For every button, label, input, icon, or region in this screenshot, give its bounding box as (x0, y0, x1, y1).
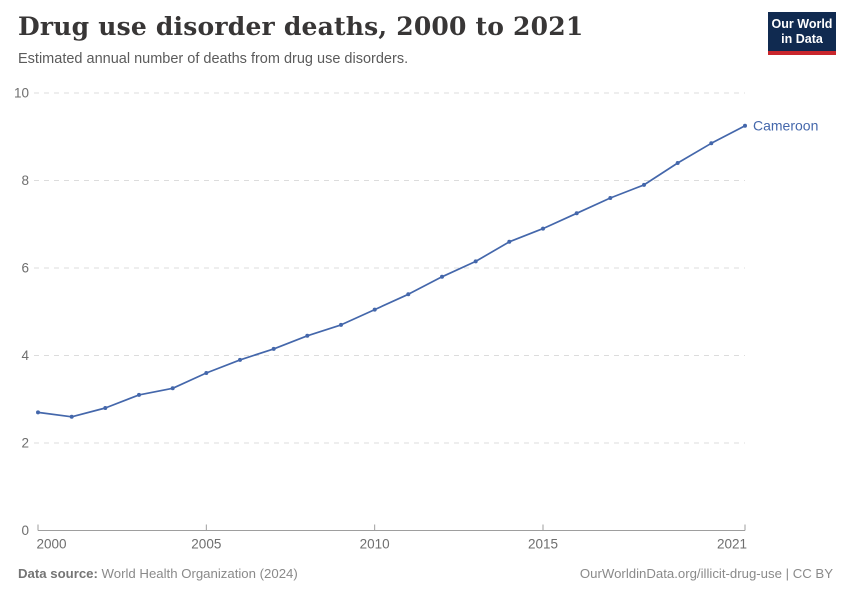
y-axis-tick-label: 4 (21, 348, 29, 363)
footer-source-value: World Health Organization (2024) (97, 566, 298, 581)
data-point[interactable] (440, 274, 444, 279)
x-axis-tick-label: 2021 (717, 537, 747, 552)
data-point[interactable] (709, 141, 714, 146)
y-axis-tick-label: 8 (21, 173, 29, 188)
footer-license: OurWorldinData.org/illicit-drug-use | CC… (579, 566, 833, 581)
page-title: Drug use disorder deaths, 2000 to 2021 (18, 12, 584, 41)
data-point[interactable] (137, 392, 141, 397)
data-point[interactable] (675, 161, 680, 165)
data-point[interactable] (238, 357, 242, 362)
page-subtitle: Estimated annual number of deaths from d… (18, 51, 409, 67)
owid-logo-line2: in Data (781, 32, 823, 46)
series-cameroon[interactable]: Cameroon (36, 117, 818, 419)
x-axis-tick-label: 2005 (191, 537, 221, 552)
data-point[interactable] (36, 410, 40, 415)
data-point[interactable] (743, 123, 747, 128)
data-point[interactable] (608, 196, 613, 200)
y-axis-tick-label: 0 (21, 523, 29, 538)
data-point[interactable] (473, 259, 478, 264)
series-label[interactable]: Cameroon (753, 117, 818, 133)
data-point[interactable] (372, 307, 377, 312)
data-point[interactable] (305, 333, 310, 338)
data-point[interactable] (103, 406, 108, 410)
data-point[interactable] (204, 371, 209, 375)
data-point[interactable] (507, 239, 512, 244)
y-axis-tick-label: 2 (21, 436, 29, 451)
owid-logo-line1: Our World (771, 17, 833, 31)
data-point[interactable] (271, 346, 276, 351)
data-point[interactable] (69, 414, 74, 419)
x-axis-tick-label: 2000 (37, 537, 67, 552)
x-axis-tick-label: 2010 (360, 537, 390, 552)
footer-source: Data source: World Health Organization (… (18, 566, 298, 581)
series-line[interactable] (37, 124, 746, 418)
y-axis-tick-label: 6 (21, 261, 29, 276)
data-point[interactable] (541, 226, 545, 231)
chart-canvas: 0 2 4 6 8 10 2000 2005 2010 2015 2021 Cameroon (14, 86, 818, 552)
data-point[interactable] (574, 211, 579, 216)
x-axis-tick-label: 2015 (528, 537, 558, 552)
owid-logo[interactable]: Our World in Data (768, 12, 836, 55)
chart-footer: Data source: World Health Organization (… (18, 566, 833, 581)
data-point[interactable] (339, 322, 343, 327)
data-point[interactable] (170, 386, 175, 391)
footer-source-label: Data source: (18, 566, 98, 581)
y-axis-tick-label: 10 (14, 86, 29, 101)
data-point[interactable] (642, 182, 646, 187)
data-point[interactable] (406, 292, 411, 297)
